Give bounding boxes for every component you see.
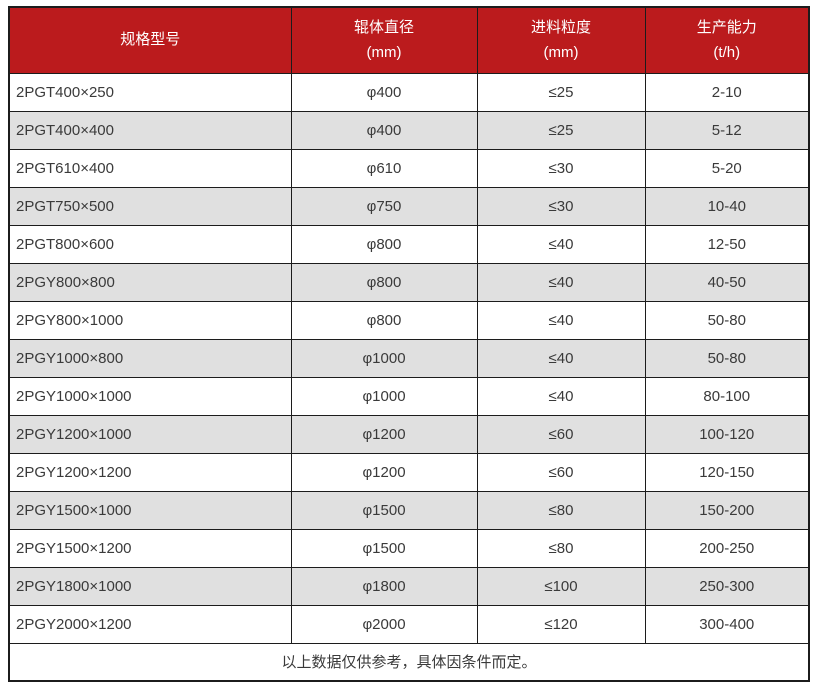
cell-feed-size: ≤40 bbox=[476, 262, 646, 302]
cell-capacity: 300-400 bbox=[644, 604, 810, 644]
specs-table-footer: 以上数据仅供参考，具体因条件而定。 bbox=[8, 642, 810, 682]
cell-feed-size: ≤80 bbox=[476, 490, 646, 530]
cell-roller-diameter: φ800 bbox=[290, 300, 478, 340]
cell-roller-diameter: φ1200 bbox=[290, 452, 478, 492]
column-header-model: 规格型号 bbox=[8, 6, 292, 74]
column-header-capacity-unit: (t/h) bbox=[713, 44, 741, 62]
cell-roller-diameter: φ1200 bbox=[290, 414, 478, 454]
cell-model: 2PGY1800×1000 bbox=[8, 566, 292, 606]
cell-capacity: 12-50 bbox=[644, 224, 810, 264]
cell-model: 2PGY1500×1200 bbox=[8, 528, 292, 568]
cell-model: 2PGT610×400 bbox=[8, 148, 292, 188]
specs-table-body: 2PGT400×250 φ400 ≤25 2-10 2PGT400×400 φ400 ≤25… bbox=[8, 72, 810, 644]
cell-roller-diameter: φ1000 bbox=[290, 338, 478, 378]
cell-model: 2PGT400×400 bbox=[8, 110, 292, 150]
cell-model: 2PGY1200×1200 bbox=[8, 452, 292, 492]
cell-model: 2PGT400×250 bbox=[8, 72, 292, 112]
cell-capacity: 5-12 bbox=[644, 110, 810, 150]
cell-feed-size: ≤30 bbox=[476, 148, 646, 188]
table-footnote: 以上数据仅供参考，具体因条件而定。 bbox=[8, 642, 810, 682]
cell-roller-diameter: φ400 bbox=[290, 110, 478, 150]
table-row: 2PGT400×400 φ400 ≤25 5-12 bbox=[8, 110, 810, 150]
cell-model: 2PGY1000×800 bbox=[8, 338, 292, 378]
cell-roller-diameter: φ750 bbox=[290, 186, 478, 226]
table-row: 2PGY1000×1000 φ1000 ≤40 80-100 bbox=[8, 376, 810, 416]
cell-roller-diameter: φ1500 bbox=[290, 528, 478, 568]
table-row: 2PGT800×600 φ800 ≤40 12-50 bbox=[8, 224, 810, 264]
column-header-feed-size-title: 进料粒度 bbox=[530, 19, 591, 37]
cell-model: 2PGT800×600 bbox=[8, 224, 292, 264]
cell-model: 2PGY1000×1000 bbox=[8, 376, 292, 416]
cell-roller-diameter: φ1000 bbox=[290, 376, 478, 416]
cell-feed-size: ≤100 bbox=[476, 566, 646, 606]
cell-feed-size: ≤60 bbox=[476, 452, 646, 492]
cell-capacity: 10-40 bbox=[644, 186, 810, 226]
cell-feed-size: ≤60 bbox=[476, 414, 646, 454]
column-header-capacity-title: 生产能力 bbox=[696, 19, 757, 37]
cell-model: 2PGY800×800 bbox=[8, 262, 292, 302]
cell-roller-diameter: φ400 bbox=[290, 72, 478, 112]
table-row: 2PGY800×1000 φ800 ≤40 50-80 bbox=[8, 300, 810, 340]
cell-capacity: 120-150 bbox=[644, 452, 810, 492]
cell-capacity: 5-20 bbox=[644, 148, 810, 188]
cell-feed-size: ≤120 bbox=[476, 604, 646, 644]
column-header-feed-size-unit: (mm) bbox=[543, 44, 579, 62]
cell-model: 2PGY1200×1000 bbox=[8, 414, 292, 454]
column-header-roller-diameter: 辊体直径 (mm) bbox=[290, 6, 478, 74]
footnote-row: 以上数据仅供参考，具体因条件而定。 bbox=[8, 642, 810, 682]
cell-capacity: 100-120 bbox=[644, 414, 810, 454]
cell-roller-diameter: φ800 bbox=[290, 224, 478, 264]
cell-model: 2PGT750×500 bbox=[8, 186, 292, 226]
table-row: 2PGT610×400 φ610 ≤30 5-20 bbox=[8, 148, 810, 188]
column-header-capacity: 生产能力 (t/h) bbox=[644, 6, 810, 74]
cell-capacity: 40-50 bbox=[644, 262, 810, 302]
cell-roller-diameter: φ2000 bbox=[290, 604, 478, 644]
cell-roller-diameter: φ610 bbox=[290, 148, 478, 188]
table-row: 2PGT750×500 φ750 ≤30 10-40 bbox=[8, 186, 810, 226]
table-row: 2PGY1200×1200 φ1200 ≤60 120-150 bbox=[8, 452, 810, 492]
table-row: 2PGY1500×1200 φ1500 ≤80 200-250 bbox=[8, 528, 810, 568]
cell-roller-diameter: φ1500 bbox=[290, 490, 478, 530]
table-row: 2PGY1200×1000 φ1200 ≤60 100-120 bbox=[8, 414, 810, 454]
table-row: 2PGY1000×800 φ1000 ≤40 50-80 bbox=[8, 338, 810, 378]
column-header-roller-diameter-title: 辊体直径 bbox=[353, 19, 414, 37]
cell-capacity: 200-250 bbox=[644, 528, 810, 568]
table-row: 2PGY1500×1000 φ1500 ≤80 150-200 bbox=[8, 490, 810, 530]
cell-feed-size: ≤80 bbox=[476, 528, 646, 568]
cell-feed-size: ≤30 bbox=[476, 186, 646, 226]
cell-feed-size: ≤40 bbox=[476, 224, 646, 264]
specs-table-header: 规格型号 辊体直径 (mm) 进料粒度 (mm) 生产能力 (t/h) bbox=[8, 6, 810, 74]
table-row: 2PGY2000×1200 φ2000 ≤120 300-400 bbox=[8, 604, 810, 644]
column-header-feed-size: 进料粒度 (mm) bbox=[476, 6, 646, 74]
cell-capacity: 150-200 bbox=[644, 490, 810, 530]
cell-feed-size: ≤40 bbox=[476, 300, 646, 340]
cell-feed-size: ≤25 bbox=[476, 110, 646, 150]
table-row: 2PGY800×800 φ800 ≤40 40-50 bbox=[8, 262, 810, 302]
cell-capacity: 250-300 bbox=[644, 566, 810, 606]
cell-feed-size: ≤40 bbox=[476, 376, 646, 416]
cell-capacity: 50-80 bbox=[644, 338, 810, 378]
cell-capacity: 2-10 bbox=[644, 72, 810, 112]
cell-feed-size: ≤40 bbox=[476, 338, 646, 378]
column-header-roller-diameter-unit: (mm) bbox=[366, 44, 402, 62]
cell-capacity: 80-100 bbox=[644, 376, 810, 416]
cell-feed-size: ≤25 bbox=[476, 72, 646, 112]
cell-roller-diameter: φ800 bbox=[290, 262, 478, 302]
table-row: 2PGT400×250 φ400 ≤25 2-10 bbox=[8, 72, 810, 112]
cell-model: 2PGY2000×1200 bbox=[8, 604, 292, 644]
table-row: 2PGY1800×1000 φ1800 ≤100 250-300 bbox=[8, 566, 810, 606]
cell-capacity: 50-80 bbox=[644, 300, 810, 340]
specs-table: 规格型号 辊体直径 (mm) 进料粒度 (mm) 生产能力 (t/h) 2PGT… bbox=[8, 6, 810, 682]
cell-roller-diameter: φ1800 bbox=[290, 566, 478, 606]
cell-model: 2PGY1500×1000 bbox=[8, 490, 292, 530]
cell-model: 2PGY800×1000 bbox=[8, 300, 292, 340]
header-row: 规格型号 辊体直径 (mm) 进料粒度 (mm) 生产能力 (t/h) bbox=[8, 6, 810, 74]
column-header-model-title: 规格型号 bbox=[120, 31, 181, 49]
